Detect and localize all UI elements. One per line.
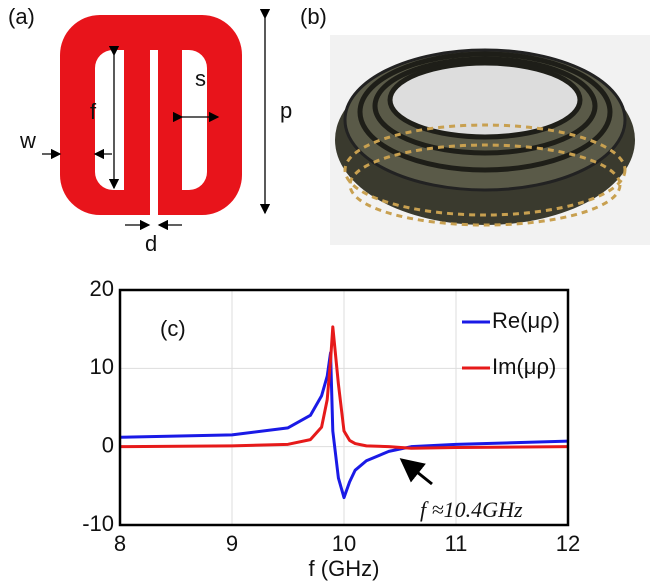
annotation: f ≈10.4GHz <box>420 497 523 522</box>
figure: (a) f s w p d (b) -10 0 10 20 8 9 10 11 12 Re(μρ)… <box>0 0 660 582</box>
x-tick-label: 11 <box>445 531 468 556</box>
panel-label: (b) <box>300 4 327 29</box>
split-ring-diagram <box>42 15 265 225</box>
y-tick-label: -10 <box>82 511 114 536</box>
annotation-arrow <box>402 460 432 484</box>
dimension-label: w <box>19 128 36 153</box>
panel-label: (c) <box>160 316 186 341</box>
x-tick-label: 12 <box>556 531 580 556</box>
dimension-label: s <box>195 66 206 91</box>
x-tick-label: 8 <box>114 531 126 556</box>
x-tick-label: 10 <box>332 531 356 556</box>
y-tick-label: 10 <box>90 354 114 379</box>
x-tick-label: 9 <box>226 531 238 556</box>
dimension-label: d <box>145 231 157 256</box>
x-axis-label: f (GHz) <box>309 556 380 581</box>
y-tick-label: 0 <box>102 432 114 457</box>
legend-label: Im(μρ) <box>492 354 556 379</box>
y-tick-label: 20 <box>90 276 114 301</box>
coil-photo <box>330 35 650 245</box>
panel-label: (a) <box>8 4 35 29</box>
legend-label: Re(μρ) <box>492 308 560 333</box>
dimension-label: f <box>90 99 97 124</box>
dimension-label: p <box>280 98 292 123</box>
